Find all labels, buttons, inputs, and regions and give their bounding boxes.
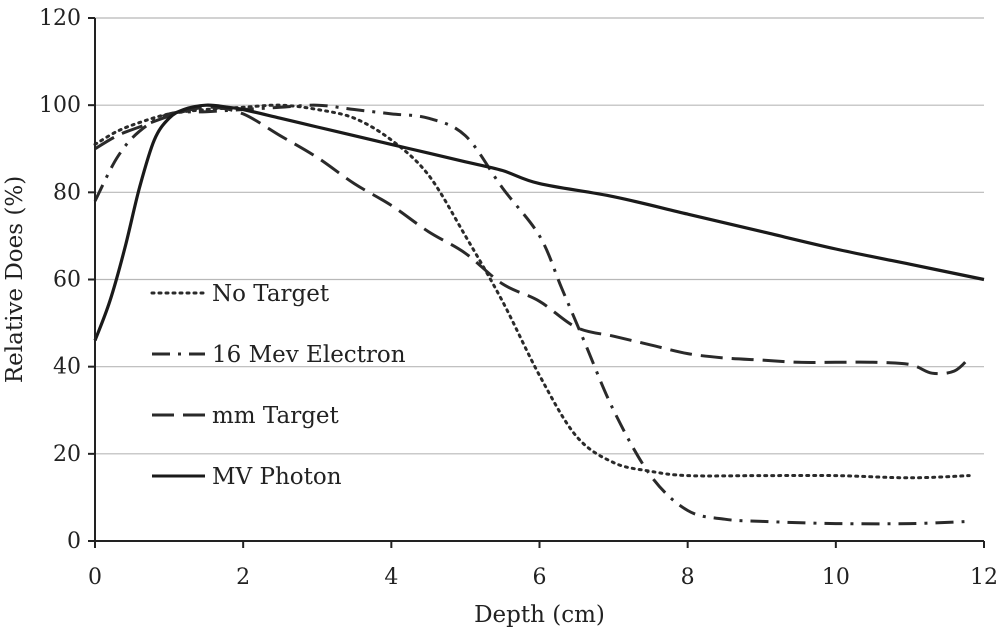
tick-labels: 0 20 40 60 80 100 120 0 2 4 6 8 10 12	[39, 6, 998, 590]
series-line-16-mev-electron	[93, 103, 970, 526]
legend-label: MV Photon	[212, 464, 342, 490]
legend-label: 16 Mev Electron	[212, 342, 406, 368]
x-tick-label: 8	[681, 565, 695, 590]
x-tick-label: 10	[822, 565, 850, 590]
y-tick-label: 120	[39, 6, 81, 31]
series-line-mv-photon	[93, 103, 985, 342]
x-tick-label: 2	[236, 565, 250, 590]
y-tick-label: 100	[39, 93, 81, 118]
y-tick-label: 20	[53, 442, 81, 467]
y-tick-label: 80	[53, 180, 81, 205]
axes	[88, 17, 985, 548]
y-tick-label: 0	[67, 529, 81, 554]
x-tick-label: 4	[384, 565, 398, 590]
series-line-mm-target	[94, 105, 971, 376]
series-lines	[93, 103, 985, 526]
x-axis-title: Depth (cm)	[474, 602, 605, 628]
x-tick-label: 6	[533, 565, 547, 590]
y-tick-label: 60	[53, 268, 81, 293]
legend-label: mm Target	[212, 403, 340, 429]
gridlines	[95, 17, 984, 455]
legend-label: No Target	[212, 281, 330, 307]
legend: No Target 16 Mev Electron mm Target MV Phot…	[150, 281, 406, 490]
x-tick-label: 12	[970, 565, 998, 590]
series-line-no-target	[93, 103, 971, 480]
x-tick-label: 0	[88, 565, 102, 590]
y-tick-label: 40	[53, 355, 81, 380]
y-axis-title: Relative Does (%)	[2, 176, 28, 383]
